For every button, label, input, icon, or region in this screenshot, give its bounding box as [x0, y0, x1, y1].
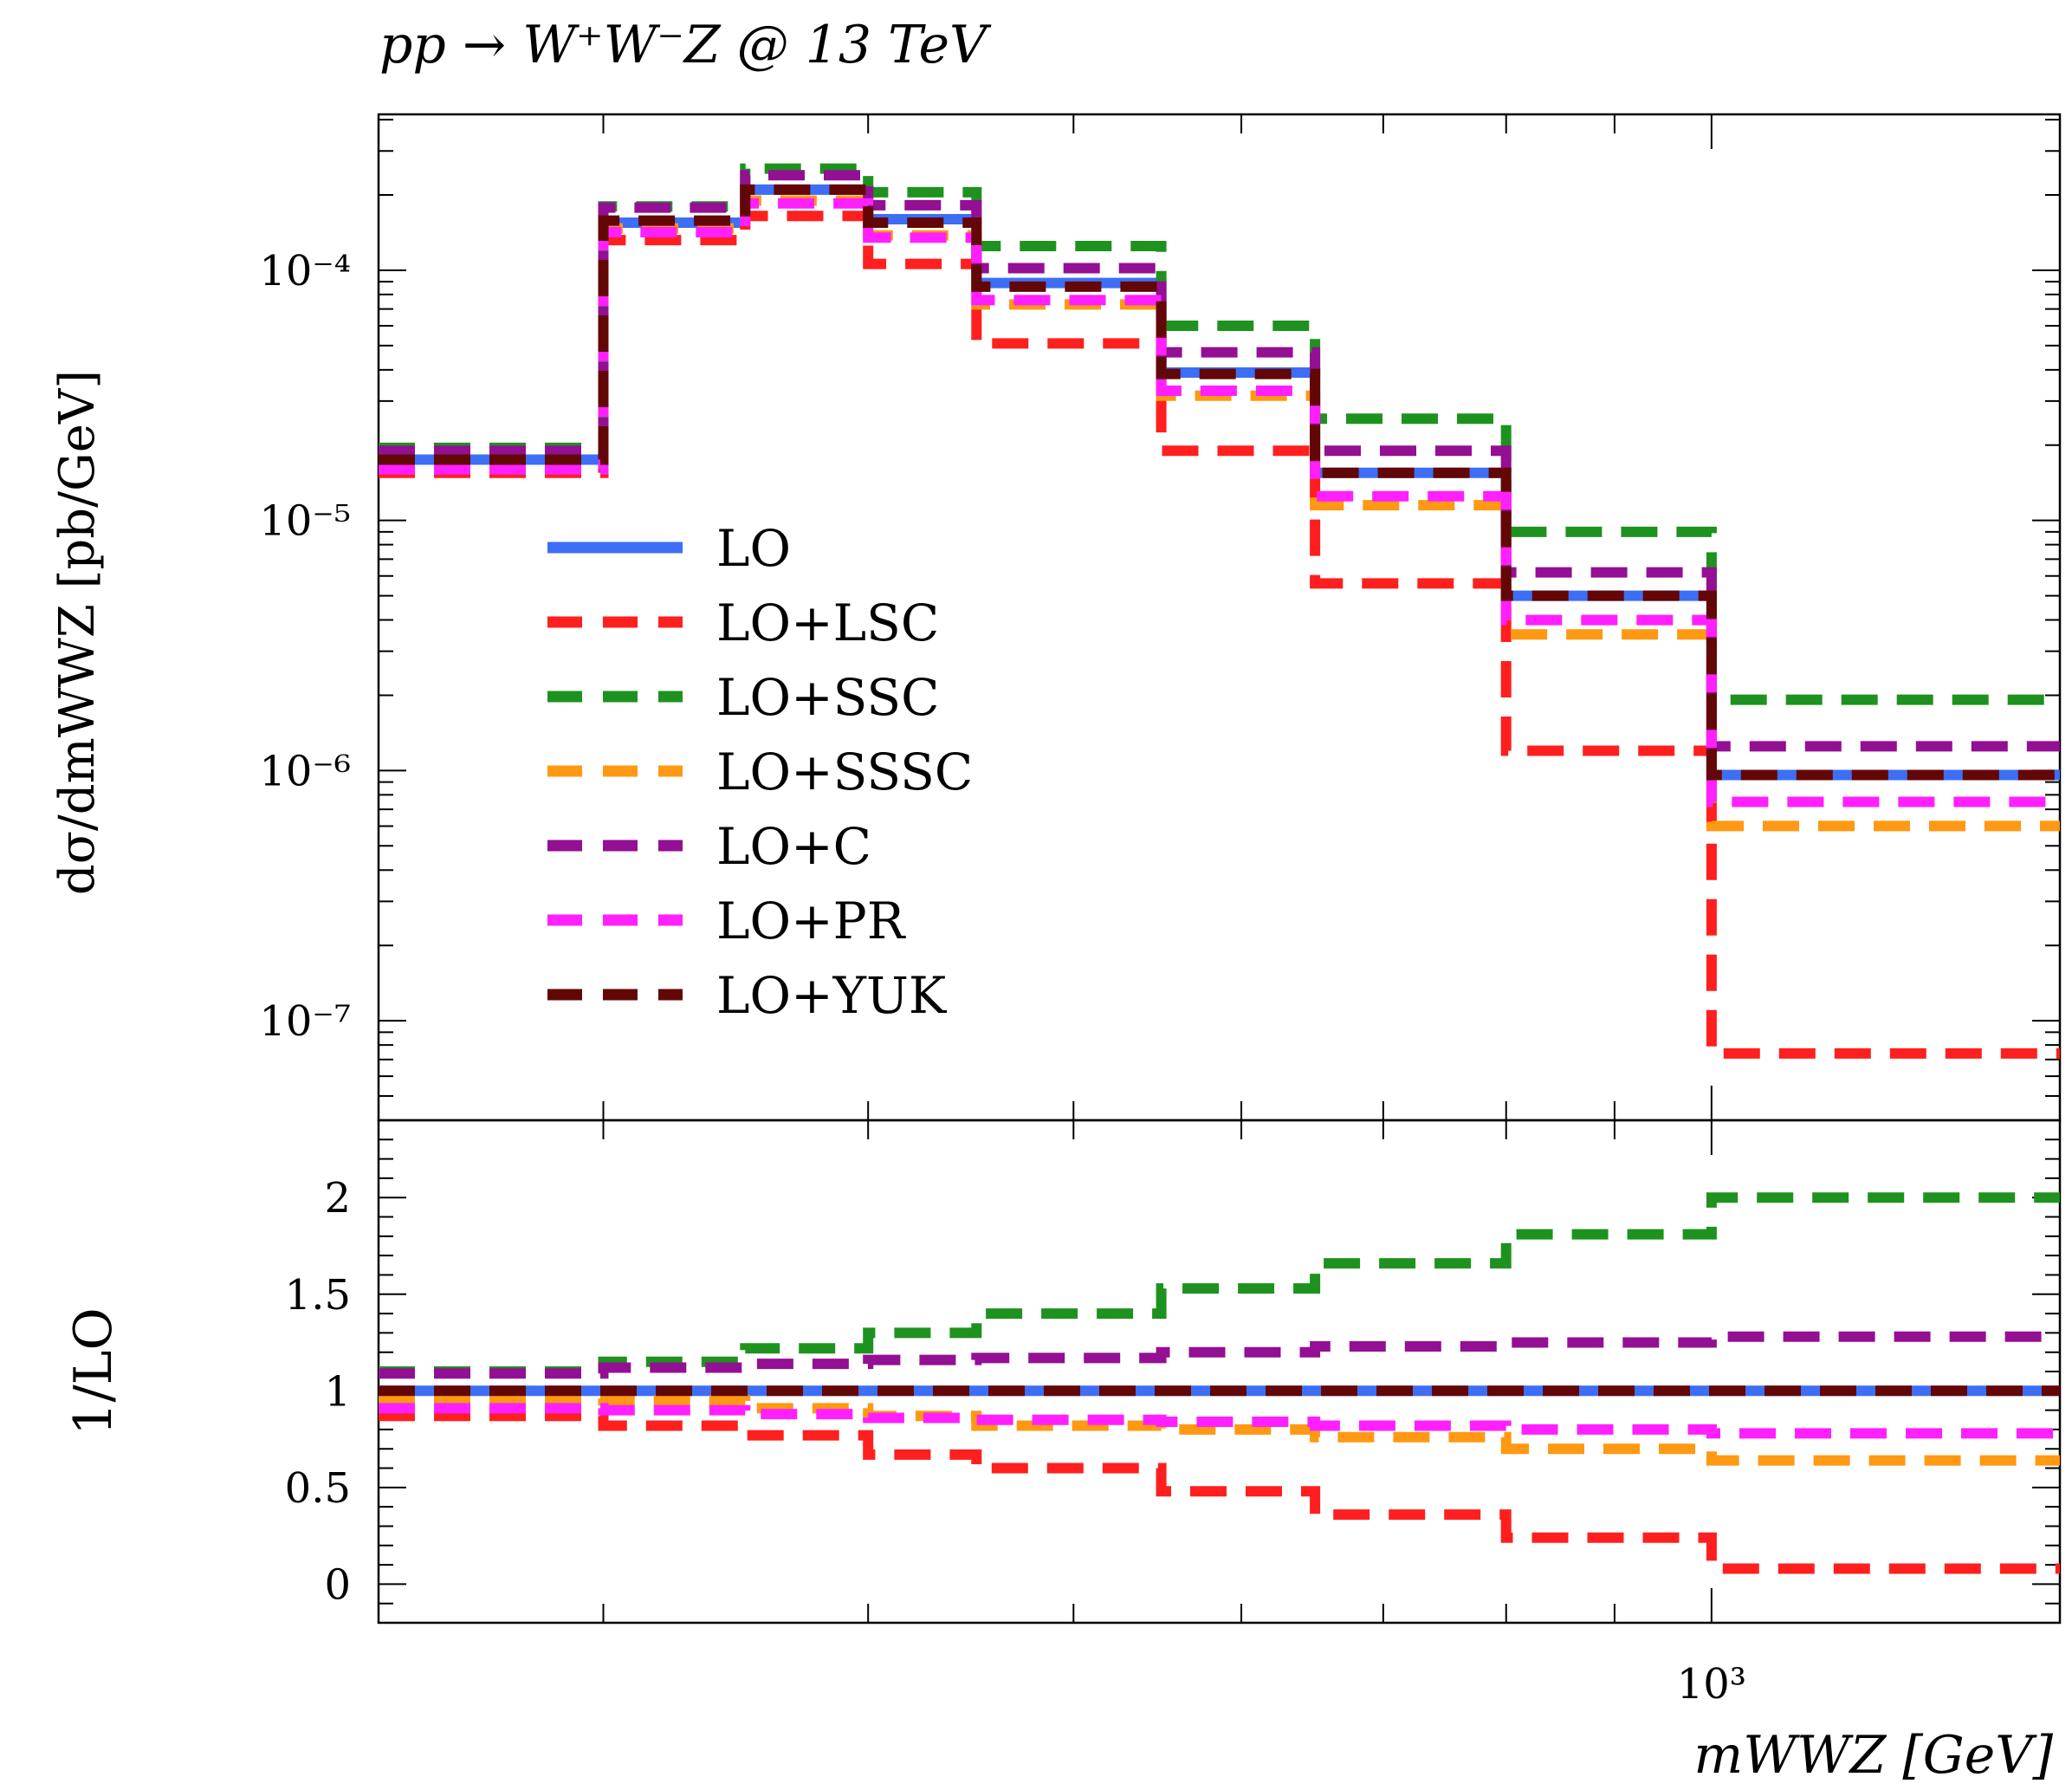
x-label-text: mWWZ [GeV]: [1693, 1725, 2053, 1786]
legend-label: LO+SSSC: [716, 743, 973, 801]
ratio-y-label-text: 1/LO: [63, 1307, 124, 1435]
ratio-series-lo-sssc: [379, 1393, 2060, 1466]
legend-label: LO+PR: [716, 892, 907, 950]
ratio-y-axis-label: 1/LO: [63, 1307, 124, 1435]
legend-label: LO+LSC: [716, 593, 939, 652]
x-tick-label: 10³: [1677, 1660, 1746, 1709]
ratio-y-tick-label: 1: [324, 1367, 351, 1416]
main-y-label-text: dσ/dmWWZ [pb/GeV]: [49, 370, 106, 895]
ratio-y-tick-label: 0.5: [285, 1464, 351, 1513]
main-y-axis-label: dσ/dmWWZ [pb/GeV]: [49, 370, 106, 895]
series-layer: [379, 163, 2060, 1574]
legend-label: LO: [716, 519, 791, 578]
main-series-lo-sssc: [379, 195, 2060, 832]
main-series-lo-c: [379, 170, 2060, 752]
main-series-lo-pr: [379, 198, 2060, 807]
legend: LO LO+LSC LO+SSC LO+SSSC LO+C LO+PR LO+YUK: [547, 519, 973, 1025]
x-axis-label: mWWZ [GeV]: [1693, 1725, 2053, 1786]
legend-label: LO+C: [716, 817, 871, 876]
main-y-tick-label: 10⁻⁵: [259, 497, 351, 546]
chart-title: pp → W⁺W⁻Z @ 13 TeV: [379, 15, 992, 75]
main-y-tick-label: 10⁻⁷: [259, 997, 351, 1046]
main-series-lo-lsc: [379, 211, 2060, 1059]
main-series-lo-yuk: [379, 184, 2060, 781]
main-y-tick-label: 10⁻⁴: [259, 247, 351, 295]
ratio-y-tick-label: 2: [324, 1174, 351, 1223]
legend-label: LO+SSC: [716, 668, 940, 727]
axes-layer: 10⁻⁴ 10⁻⁵ 10⁻⁶ 10⁻⁷ 2 1.5 1 0.5 0 10³: [259, 113, 2062, 1709]
ratio-y-tick-label: 1.5: [285, 1271, 351, 1320]
ratio-series-lo-pr: [379, 1403, 2060, 1439]
main-series-lo: [379, 184, 2060, 781]
ratio-y-tick-label: 0: [324, 1560, 351, 1609]
ratio-series-lo-ssc: [379, 1192, 2060, 1377]
ratio-series-lo-lsc: [379, 1411, 2060, 1574]
legend-label: LO+YUK: [716, 966, 948, 1025]
main-y-tick-label: 10⁻⁶: [259, 747, 351, 795]
ratio-series-lo-c: [379, 1331, 2060, 1379]
